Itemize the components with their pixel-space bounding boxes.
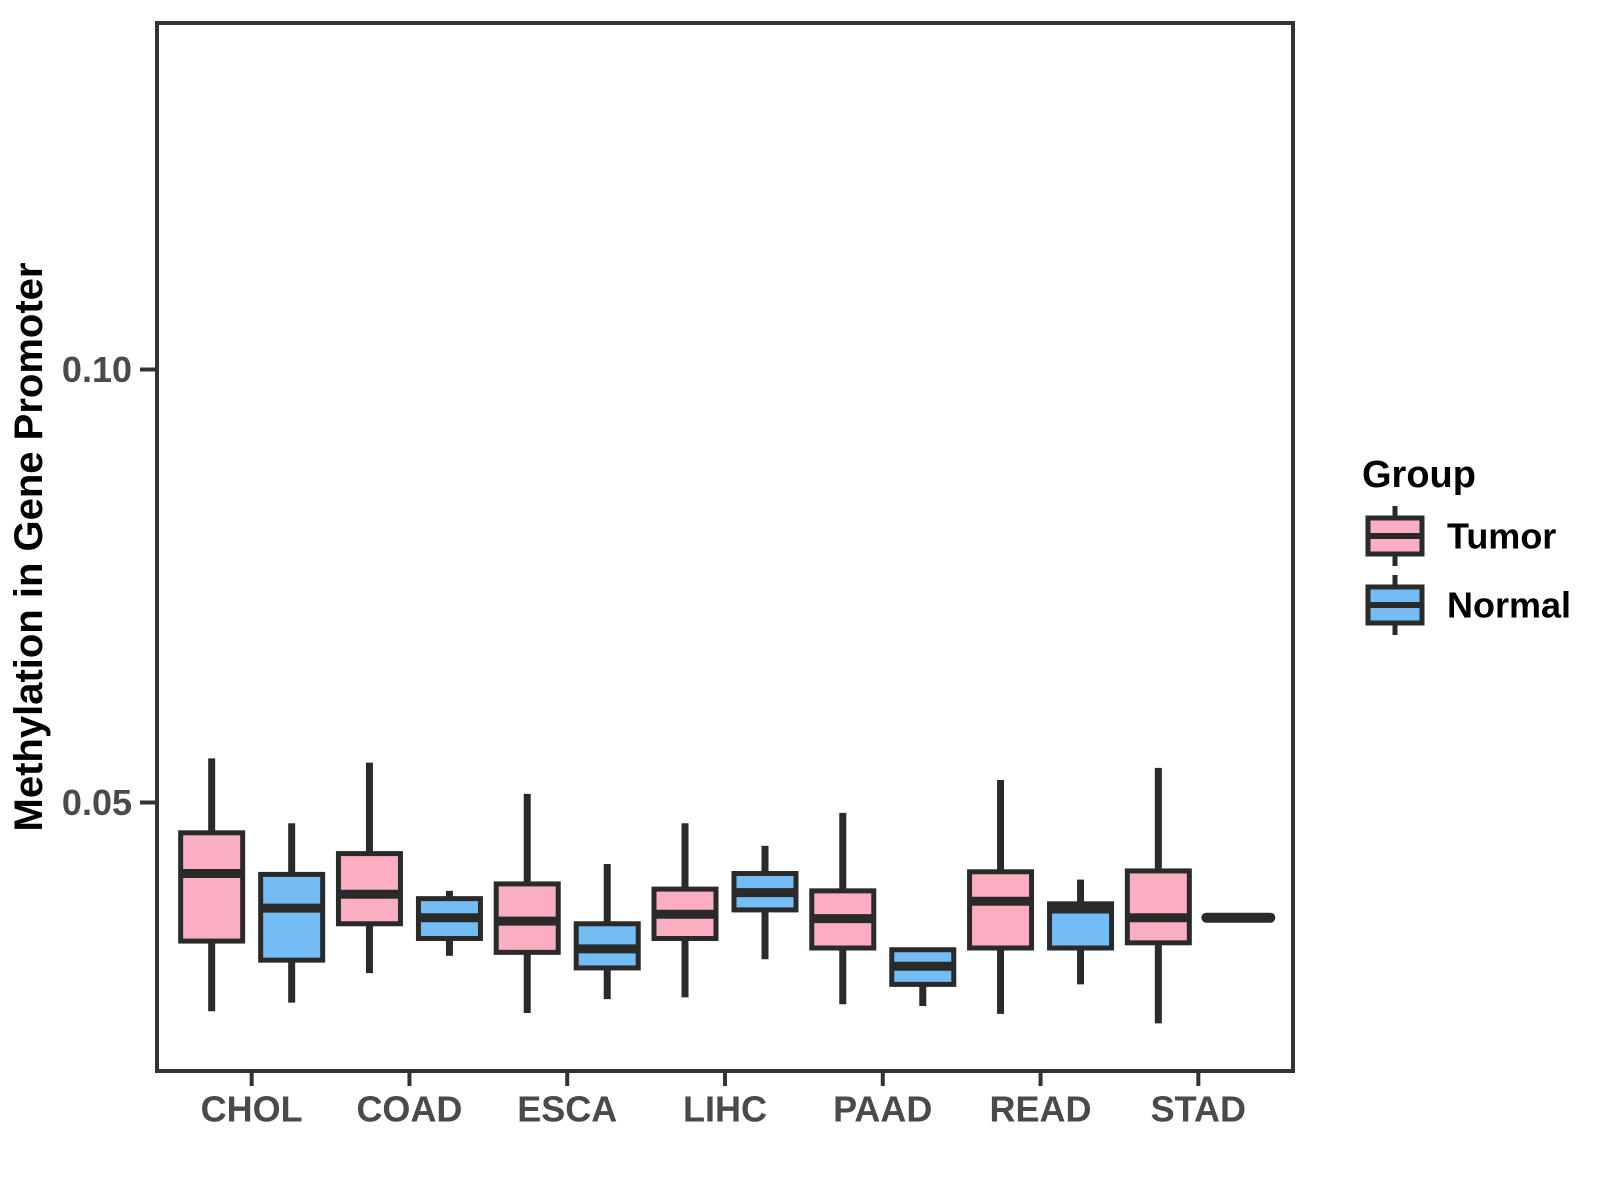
legend-label-tumor: Tumor <box>1447 516 1556 557</box>
x-tick-label-stad: STAD <box>1151 1088 1246 1129</box>
box-chol-tumor-iqr <box>178 830 246 944</box>
legend-label-normal: Normal <box>1447 585 1571 626</box>
x-tick-label-chol: CHOL <box>201 1088 303 1129</box>
x-tick-label-coad: COAD <box>356 1088 462 1129</box>
box-read-tumor-iqr <box>967 869 1035 951</box>
y-axis-title: Methylation in Gene Promoter <box>7 263 51 832</box>
y-tick-label: 0.10 <box>62 349 132 390</box>
x-tick-label-lihc: LIHC <box>683 1088 767 1129</box>
box-chol-normal-iqr <box>258 871 326 963</box>
x-tick-label-esca: ESCA <box>517 1088 617 1129</box>
x-tick-label-paad: PAAD <box>833 1088 932 1129</box>
box-coad-tumor-iqr <box>335 851 403 927</box>
box-stad-tumor-iqr <box>1124 868 1192 946</box>
legend-title: Group <box>1362 454 1476 496</box>
x-tick-label-read: READ <box>990 1088 1092 1129</box>
y-tick-label: 0.05 <box>62 782 132 823</box>
